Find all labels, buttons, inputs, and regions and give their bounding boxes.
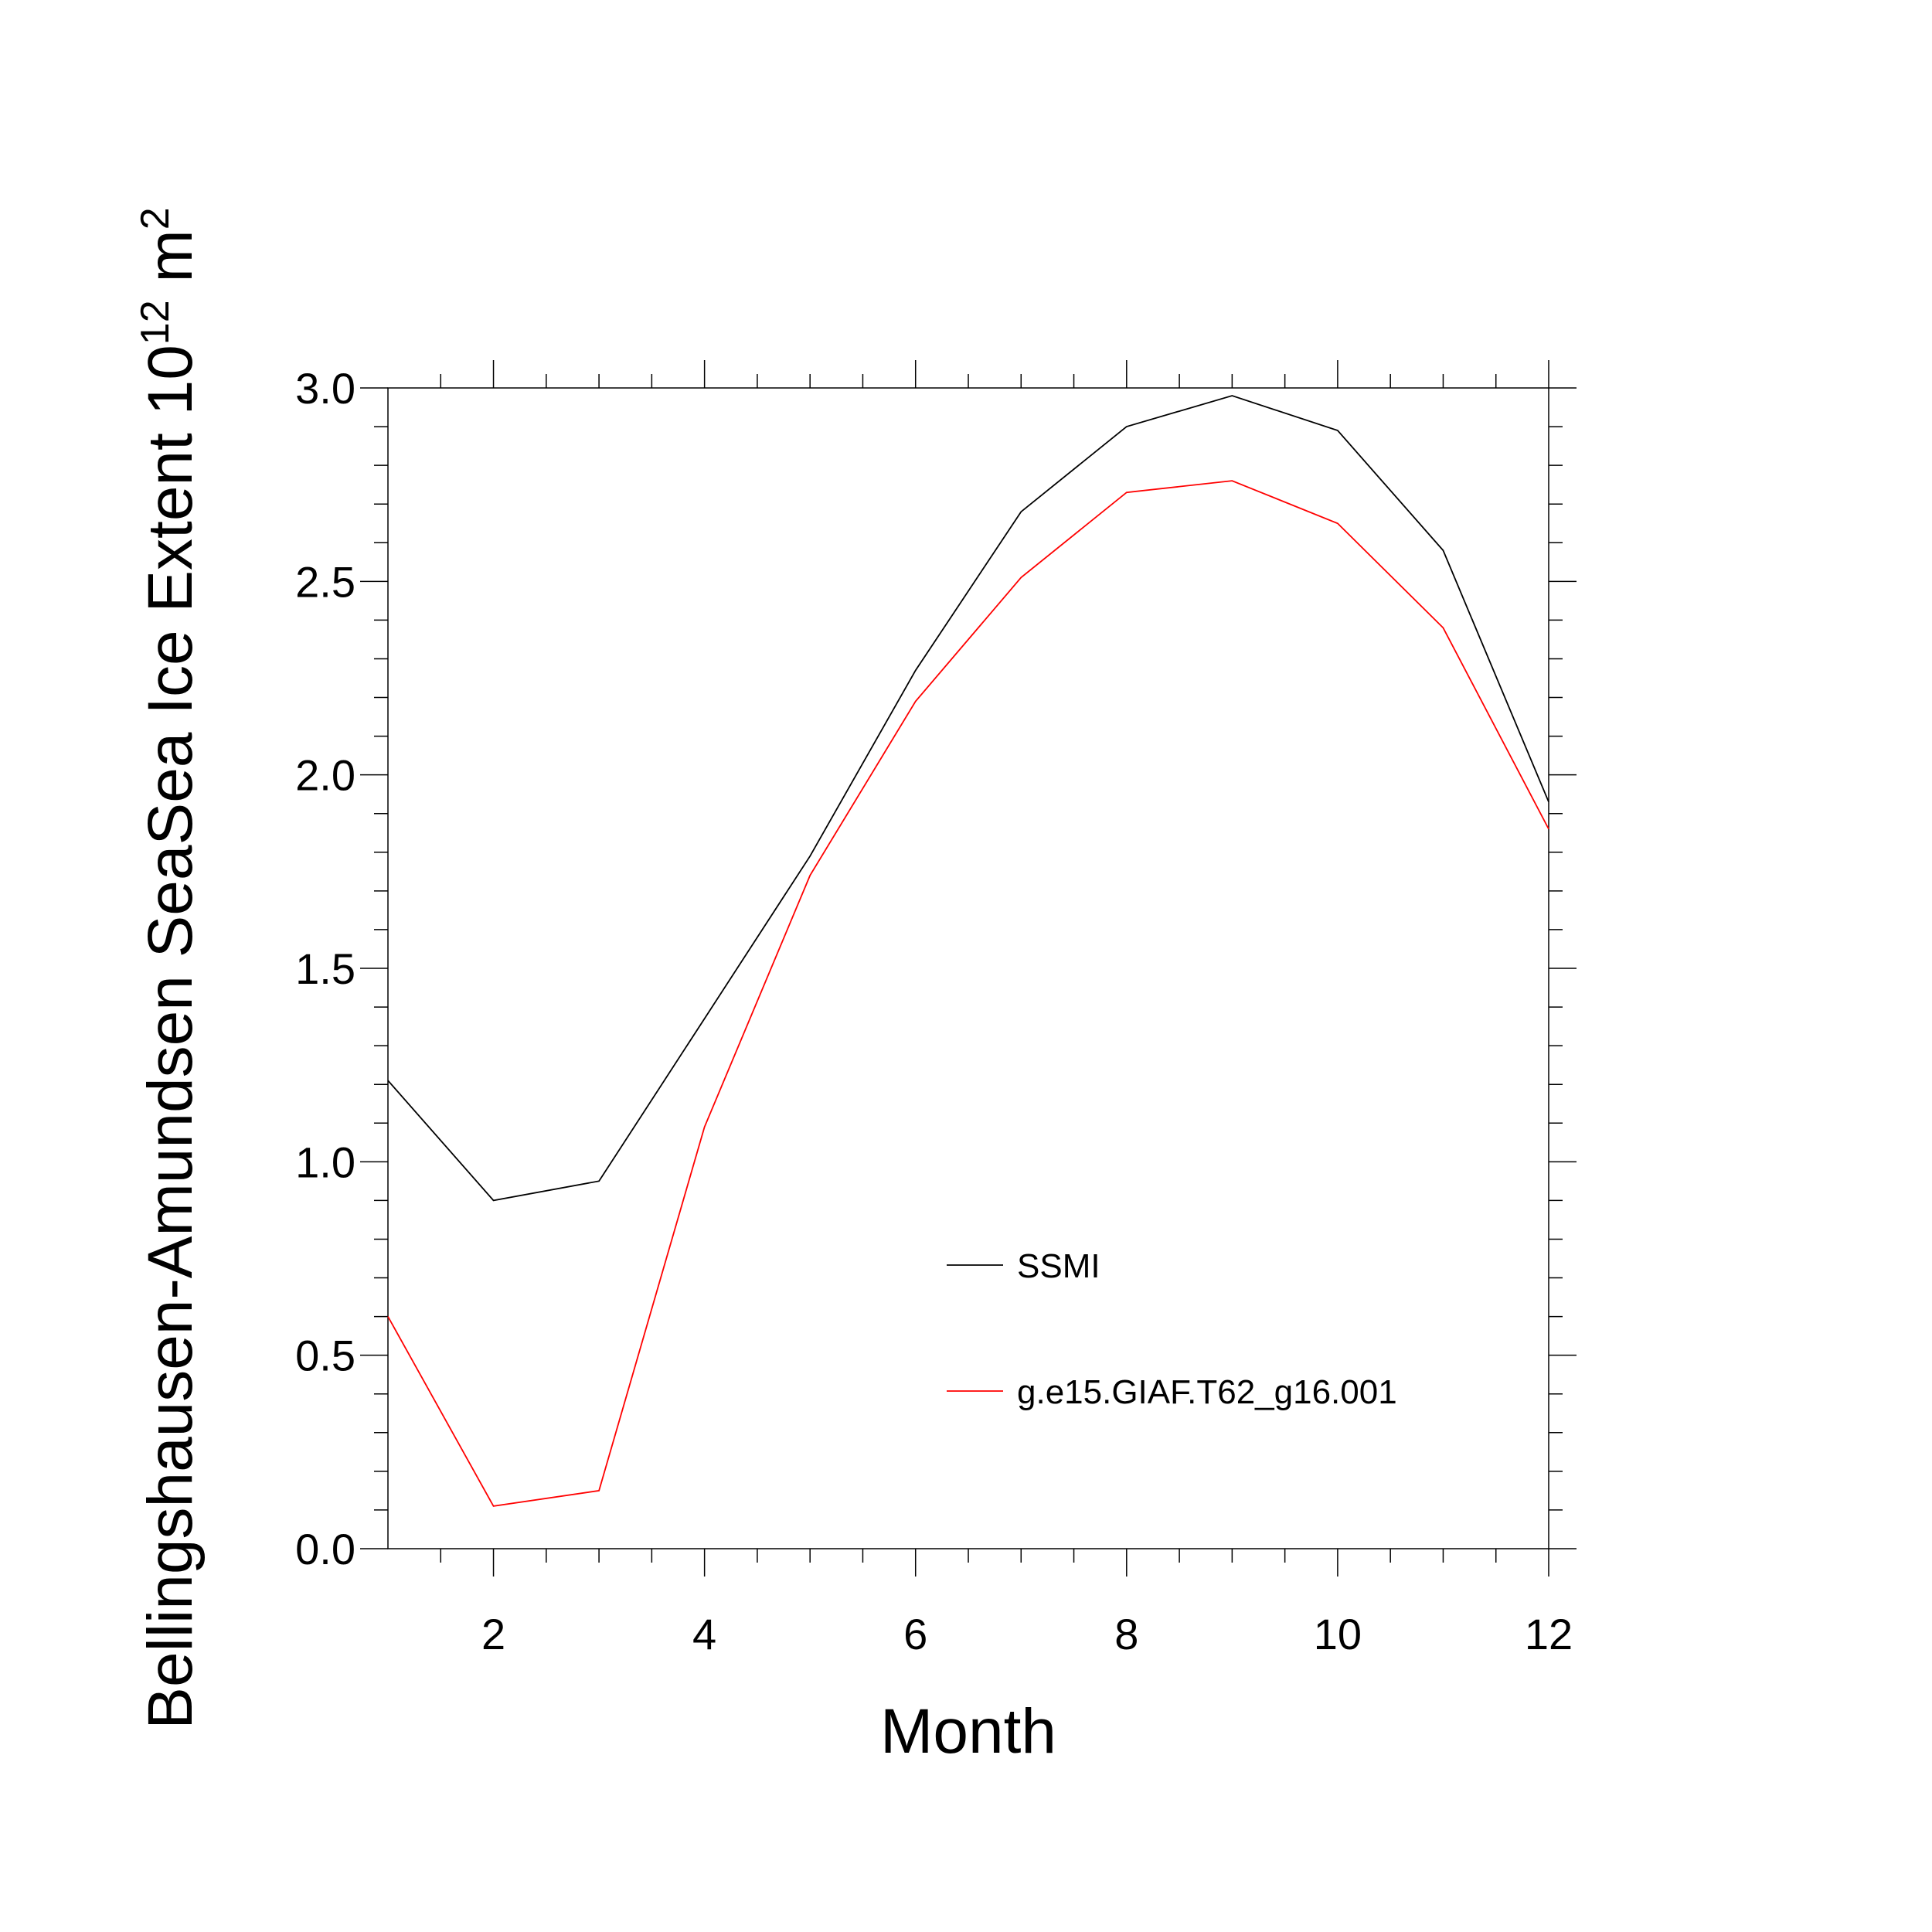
- y-axis-title-unit: m: [135, 230, 206, 282]
- series-line-model: [387, 480, 1549, 1507]
- y-tick-label: 0.5: [295, 1332, 355, 1380]
- x-axis-title: Month: [880, 1696, 1056, 1767]
- x-tick-label: 4: [692, 1610, 716, 1658]
- x-tick-labels: 2 4 6 8 10 12: [481, 1610, 1573, 1658]
- y-axis-title-exponent: 12: [133, 300, 178, 345]
- y-axis-title: Bellingshausen-Amundsen SeaSea Ice Exten…: [133, 207, 206, 1729]
- y-tick-labels: 0.0 0.5 1.0 1.5 2.0 2.5 3.0: [295, 364, 355, 1573]
- x-tick-label: 6: [903, 1610, 927, 1658]
- y-axis-title-space: [135, 283, 206, 301]
- legend-label-model: g.e15.GIAF.T62_g16.001: [1017, 1373, 1397, 1411]
- minor-ticks: [374, 374, 1563, 1563]
- x-tick-label: 2: [481, 1610, 505, 1658]
- series-line-ssmi: [387, 395, 1549, 1202]
- y-tick-label: 0.0: [295, 1525, 355, 1573]
- legend: SSMI g.e15.GIAF.T62_g16.001: [947, 1247, 1397, 1411]
- series-lines: [387, 395, 1549, 1507]
- x-tick-label: 10: [1314, 1610, 1362, 1658]
- y-tick-label: 1.0: [295, 1138, 355, 1186]
- y-tick-label: 3.0: [295, 364, 355, 413]
- plot-frame: [387, 387, 1549, 1549]
- y-axis-title-main: Bellingshausen-Amundsen SeaSea Ice Exten…: [135, 345, 206, 1730]
- major-ticks: [360, 360, 1577, 1577]
- x-tick-label: 12: [1525, 1610, 1573, 1658]
- y-axis-title-unit-exponent: 2: [133, 207, 178, 230]
- y-tick-label: 2.5: [295, 557, 355, 606]
- x-tick-label: 8: [1114, 1610, 1138, 1658]
- y-tick-label: 1.5: [295, 944, 355, 993]
- y-tick-label: 2.0: [295, 751, 355, 800]
- legend-label-ssmi: SSMI: [1017, 1247, 1100, 1285]
